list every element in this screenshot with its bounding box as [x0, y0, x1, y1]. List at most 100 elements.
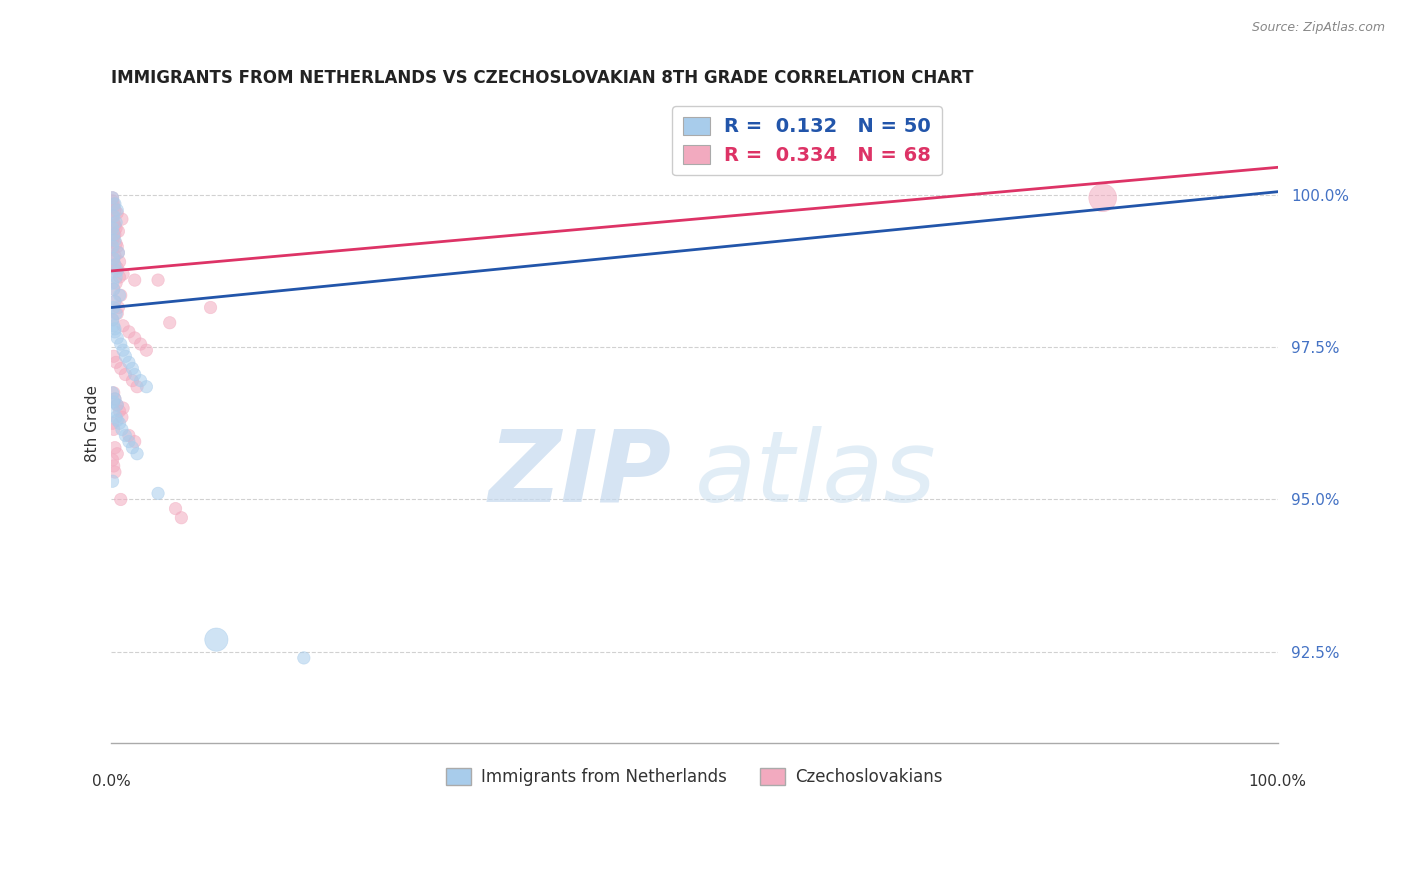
Point	[105, 206, 128, 220]
Point	[111, 422, 134, 436]
Point	[103, 395, 125, 409]
Point	[292, 651, 315, 665]
Y-axis label: 8th Grade: 8th Grade	[86, 384, 100, 462]
Point	[103, 282, 125, 296]
Point	[103, 227, 125, 242]
Point	[118, 434, 141, 449]
Point	[103, 200, 125, 214]
Point	[129, 337, 152, 351]
Point	[108, 254, 131, 268]
Point	[105, 264, 128, 278]
Point	[105, 398, 128, 412]
Point	[103, 209, 125, 223]
Point	[105, 260, 128, 275]
Point	[101, 474, 124, 488]
Point	[105, 410, 128, 425]
Text: 100.0%: 100.0%	[1249, 774, 1306, 789]
Point	[104, 202, 127, 217]
Point	[114, 368, 136, 382]
Point	[101, 191, 124, 205]
Point	[103, 197, 125, 211]
Point	[101, 264, 124, 278]
Point	[135, 343, 157, 358]
Point	[118, 355, 141, 369]
Point	[146, 486, 169, 500]
Point	[103, 349, 125, 363]
Point	[104, 219, 127, 233]
Point	[108, 270, 131, 285]
Point	[121, 441, 143, 455]
Point	[146, 273, 169, 287]
Point	[103, 318, 125, 333]
Point	[107, 224, 129, 238]
Point	[110, 361, 132, 376]
Point	[200, 301, 222, 315]
Point	[121, 361, 143, 376]
Point	[114, 349, 136, 363]
Point	[104, 294, 127, 309]
Point	[159, 316, 181, 330]
Legend: Immigrants from Netherlands, Czechoslovakians: Immigrants from Netherlands, Czechoslova…	[440, 761, 949, 792]
Point	[108, 417, 131, 431]
Point	[121, 374, 143, 388]
Point	[114, 428, 136, 442]
Point	[104, 392, 127, 406]
Point	[105, 202, 128, 217]
Point	[107, 245, 129, 260]
Point	[101, 417, 124, 431]
Point	[105, 276, 128, 290]
Point	[101, 276, 124, 290]
Point	[101, 312, 124, 326]
Point	[129, 374, 152, 388]
Point	[165, 501, 187, 516]
Point	[124, 434, 146, 449]
Point	[105, 398, 128, 412]
Point	[111, 410, 134, 425]
Point	[104, 294, 127, 309]
Point	[104, 234, 127, 248]
Point	[103, 252, 125, 266]
Point	[104, 322, 127, 336]
Point	[104, 465, 127, 479]
Point	[105, 239, 128, 253]
Point	[101, 209, 124, 223]
Point	[103, 422, 125, 436]
Point	[112, 401, 135, 415]
Point	[112, 318, 135, 333]
Point	[104, 258, 127, 272]
Point	[103, 282, 125, 296]
Point	[125, 380, 148, 394]
Text: 0.0%: 0.0%	[91, 774, 131, 789]
Point	[104, 227, 127, 242]
Point	[124, 368, 146, 382]
Point	[104, 325, 127, 339]
Point	[105, 447, 128, 461]
Point	[105, 307, 128, 321]
Point	[110, 337, 132, 351]
Point	[101, 221, 124, 235]
Point	[105, 236, 128, 251]
Point	[135, 380, 157, 394]
Point	[105, 307, 128, 321]
Point	[112, 267, 135, 281]
Point	[101, 312, 124, 326]
Point	[101, 243, 124, 257]
Point	[105, 221, 128, 235]
Point	[105, 355, 128, 369]
Point	[125, 447, 148, 461]
Point	[111, 212, 134, 227]
Point	[101, 194, 124, 208]
Point	[205, 632, 228, 647]
Point	[124, 273, 146, 287]
Point	[103, 215, 125, 229]
Point	[103, 458, 125, 473]
Point	[110, 288, 132, 302]
Point	[118, 428, 141, 442]
Text: atlas: atlas	[695, 426, 936, 523]
Point	[103, 230, 125, 244]
Point	[112, 343, 135, 358]
Point	[104, 392, 127, 406]
Point	[101, 191, 124, 205]
Point	[170, 510, 193, 524]
Point	[105, 270, 128, 285]
